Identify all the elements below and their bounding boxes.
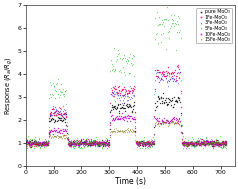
Line: 15Fe-MoO₃: 15Fe-MoO₃ [25,119,227,147]
3Fe-MoO₃ [146,140,149,143]
pure MoO₃ [139,142,142,145]
15Fe-MoO₃ [146,143,149,145]
10Fe-MoO₃ [30,143,33,145]
15Fe-MoO₃ [161,118,164,120]
pure MoO₃ [201,143,204,146]
3Fe-MoO₃ [201,139,204,141]
pure MoO₃ [225,143,228,145]
3Fe-MoO₃ [62,113,65,115]
X-axis label: Time (s): Time (s) [115,177,146,186]
pure MoO₃ [150,141,153,143]
1Fe-MoO₃ [201,142,204,144]
5Fe-MoO₃ [139,140,142,143]
1Fe-MoO₃ [150,144,153,146]
1Fe-MoO₃ [62,113,64,115]
Legend: pure MoO₃, 1Fe-MoO₃, 3Fe-MoO₃, 5Fe-MoO₃, 10Fe-MoO₃, 15Fe-MoO₃: pure MoO₃, 1Fe-MoO₃, 3Fe-MoO₃, 5Fe-MoO₃,… [196,8,232,43]
5Fe-MoO₃ [62,95,65,97]
10Fe-MoO₃ [62,128,64,130]
5Fe-MoO₃ [30,145,33,147]
pure MoO₃ [162,92,165,95]
5Fe-MoO₃ [225,144,228,147]
10Fe-MoO₃ [225,142,228,144]
10Fe-MoO₃ [121,112,124,114]
pure MoO₃ [24,139,27,142]
1Fe-MoO₃ [139,142,141,144]
5Fe-MoO₃ [24,138,27,141]
Line: 3Fe-MoO₃: 3Fe-MoO₃ [25,71,227,148]
3Fe-MoO₃ [30,142,33,144]
15Fe-MoO₃ [225,142,228,144]
10Fe-MoO₃ [185,145,188,148]
3Fe-MoO₃ [24,140,27,143]
3Fe-MoO₃ [225,143,228,145]
1Fe-MoO₃ [176,64,179,66]
5Fe-MoO₃ [146,146,149,148]
15Fe-MoO₃ [30,142,33,144]
Line: 1Fe-MoO₃: 1Fe-MoO₃ [25,65,227,148]
1Fe-MoO₃ [222,146,225,148]
1Fe-MoO₃ [225,143,228,146]
Line: 5Fe-MoO₃: 5Fe-MoO₃ [25,2,227,148]
10Fe-MoO₃ [139,142,142,144]
pure MoO₃ [146,141,149,143]
15Fe-MoO₃ [150,143,153,145]
pure MoO₃ [62,117,65,119]
15Fe-MoO₃ [62,134,65,137]
5Fe-MoO₃ [150,145,153,147]
1Fe-MoO₃ [24,143,27,145]
Line: pure MoO₃: pure MoO₃ [25,93,227,147]
1Fe-MoO₃ [30,144,33,146]
10Fe-MoO₃ [150,142,153,145]
3Fe-MoO₃ [25,146,28,149]
pure MoO₃ [30,141,33,143]
pure MoO₃ [30,145,33,148]
15Fe-MoO₃ [139,143,142,145]
15Fe-MoO₃ [24,143,27,146]
1Fe-MoO₃ [145,140,148,142]
5Fe-MoO₃ [165,2,168,4]
3Fe-MoO₃ [156,71,159,73]
Y-axis label: Response ($R_a$/$R_g$): Response ($R_a$/$R_g$) [4,57,15,115]
15Fe-MoO₃ [45,145,48,147]
3Fe-MoO₃ [139,142,142,144]
10Fe-MoO₃ [24,140,27,143]
10Fe-MoO₃ [146,142,149,144]
Line: 10Fe-MoO₃: 10Fe-MoO₃ [25,112,227,147]
3Fe-MoO₃ [150,142,153,144]
5Fe-MoO₃ [33,146,36,149]
10Fe-MoO₃ [201,142,204,144]
5Fe-MoO₃ [201,140,204,142]
15Fe-MoO₃ [201,140,204,143]
